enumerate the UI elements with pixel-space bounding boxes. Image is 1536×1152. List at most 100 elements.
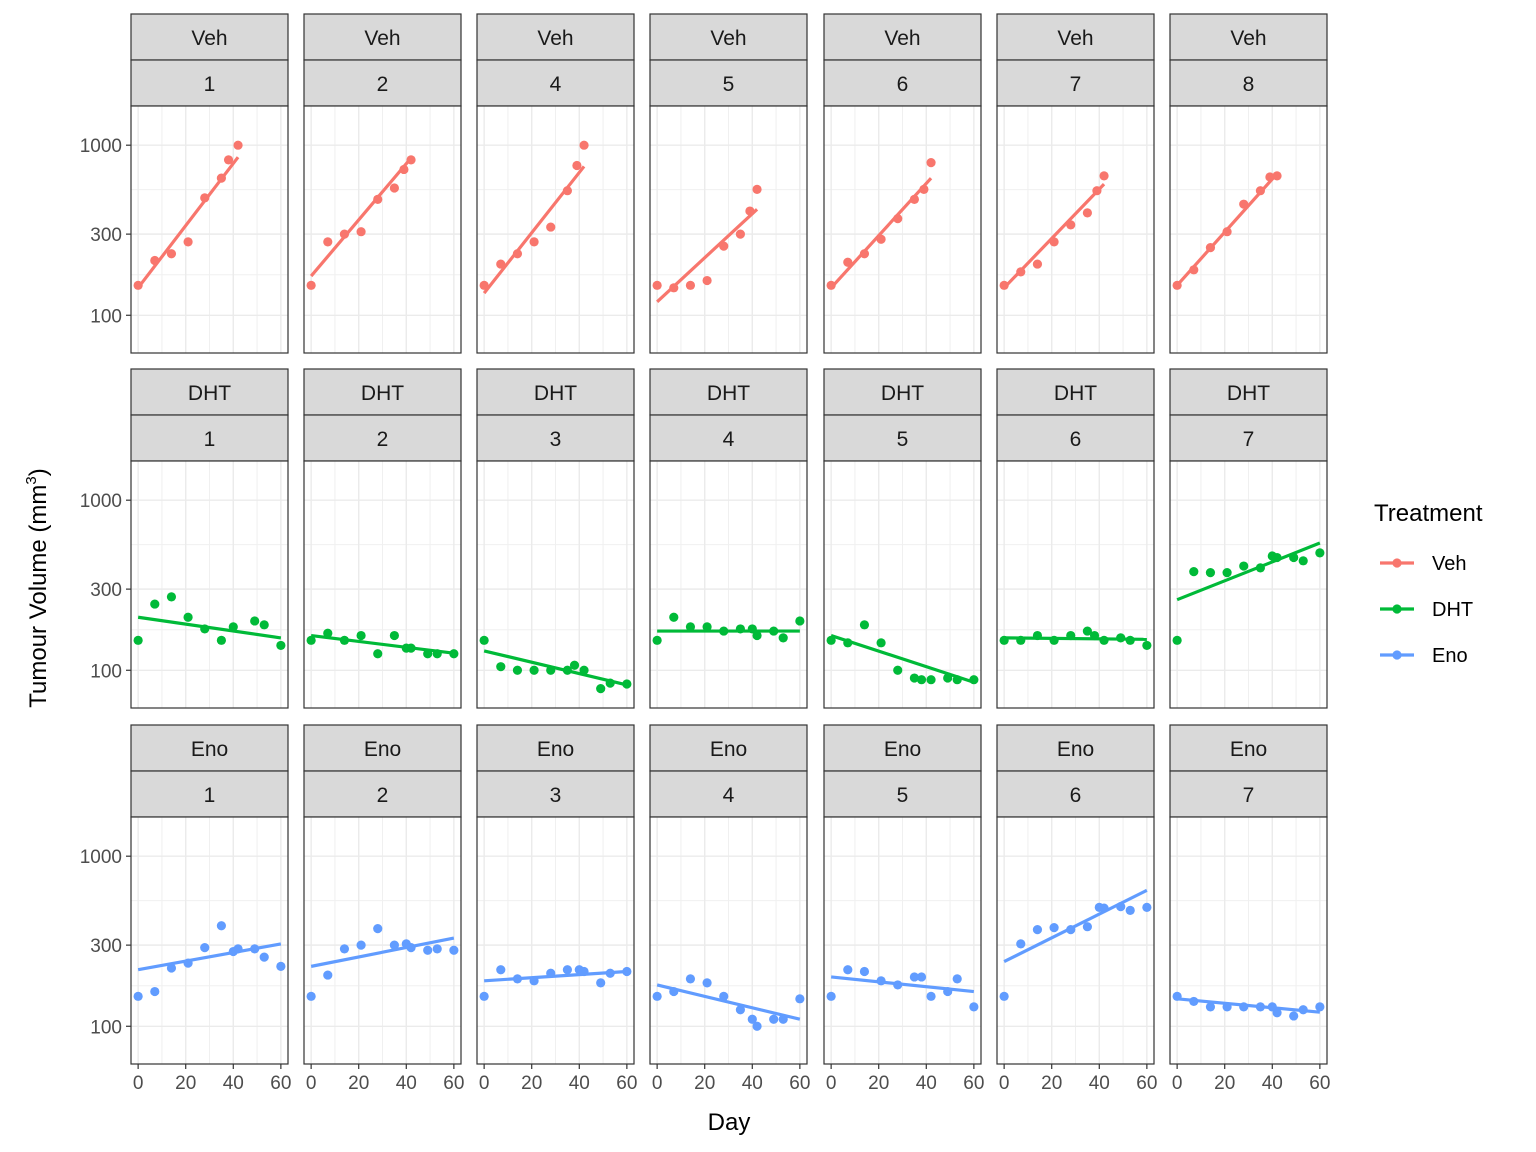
data-point	[423, 649, 433, 659]
data-point	[1298, 556, 1308, 566]
panel-border	[1169, 816, 1328, 1065]
x-tick-label: 20	[521, 1073, 542, 1094]
facet-strip-treatment-label: Veh	[710, 27, 746, 50]
data-point	[719, 991, 729, 1001]
data-point	[406, 155, 416, 165]
data-point	[999, 635, 1009, 645]
data-point	[752, 184, 762, 194]
data-point	[1016, 939, 1026, 949]
data-point	[943, 986, 953, 997]
x-axes: 0 20 40 60 0 20 40 60 0 20 40 60 0 20 40 60 0 20 40 60 0 20 40…	[133, 1064, 1330, 1094]
data-point	[1049, 635, 1059, 645]
data-point	[916, 675, 927, 685]
facet-strip	[996, 770, 1155, 818]
data-point	[399, 164, 409, 175]
facet-panel-veh-1: Veh 1	[130, 13, 289, 354]
data-point	[389, 183, 399, 193]
data-point	[826, 635, 836, 645]
data-point	[223, 155, 234, 165]
data-point	[1255, 186, 1265, 196]
facet-strip-id-label: 6	[1070, 784, 1082, 807]
data-point	[702, 978, 712, 988]
facet-panel-veh-5: Veh 5	[649, 13, 808, 354]
facet-strip-id-label: 7	[1243, 784, 1255, 807]
facet-strip-id-label: 1	[204, 73, 216, 96]
data-point	[183, 612, 193, 622]
trend-line	[309, 157, 413, 278]
x-tick-label: 0	[999, 1073, 1010, 1094]
data-point	[1172, 635, 1182, 645]
data-point	[1315, 548, 1325, 558]
facet-strip-treatment-label: Eno	[884, 738, 921, 761]
y-tick-label: 1000	[80, 136, 122, 157]
y-axis-title-prefix: Tumour Volume (	[25, 525, 52, 708]
data-point	[685, 974, 696, 984]
data-point	[652, 635, 662, 645]
data-point	[926, 991, 936, 1001]
x-tick-label: 60	[963, 1073, 984, 1094]
facet-strip-id-label: 4	[723, 784, 735, 807]
facet-strip	[823, 59, 982, 107]
data-point	[919, 184, 929, 194]
y-tick-label: 100	[90, 661, 122, 682]
data-point	[1125, 635, 1135, 645]
legend: Treatment Veh DHT Eno	[1374, 500, 1483, 667]
x-tick-label: 40	[916, 1073, 937, 1094]
panel-border	[476, 105, 635, 354]
facet-strip-id-label: 4	[550, 73, 562, 96]
data-point	[529, 237, 539, 247]
facet-strip-treatment-label: Veh	[884, 27, 920, 50]
facet-panel-eno-6: Eno 6	[996, 724, 1155, 1065]
data-point	[259, 620, 269, 630]
data-point	[479, 991, 489, 1001]
panel-border	[649, 105, 808, 354]
legend-entry-label: Eno	[1432, 645, 1468, 667]
data-point	[250, 616, 260, 626]
data-point	[546, 665, 556, 675]
facet-strip	[476, 59, 635, 107]
facet-strip-id-label: 2	[377, 784, 389, 807]
data-point	[150, 255, 160, 266]
facet-panel-dht-7: DHT 7	[1169, 368, 1328, 709]
panel-border	[649, 816, 808, 1065]
data-point	[306, 635, 316, 645]
data-point	[546, 222, 556, 232]
data-point	[1142, 902, 1152, 912]
data-point	[579, 140, 589, 150]
data-point	[969, 675, 979, 685]
facet-strip	[823, 770, 982, 818]
x-tick-label: 40	[223, 1073, 244, 1094]
trend-line	[137, 615, 282, 640]
data-point	[1142, 640, 1152, 651]
data-point	[999, 991, 1009, 1001]
data-point	[769, 1014, 779, 1024]
data-point	[1066, 220, 1076, 230]
data-point	[1116, 633, 1126, 643]
data-point	[216, 635, 226, 645]
data-point	[1289, 1011, 1299, 1021]
data-point	[747, 624, 757, 634]
data-point	[512, 665, 523, 675]
trend-line	[1176, 997, 1321, 1014]
data-point	[1315, 1002, 1325, 1012]
data-point	[356, 630, 366, 641]
facet-strip	[303, 59, 462, 107]
legend-entry-label: DHT	[1432, 599, 1473, 621]
facet-strip	[130, 770, 289, 818]
data-point	[276, 640, 286, 651]
panel-border	[476, 816, 635, 1065]
data-point	[389, 940, 399, 950]
legend-key-point	[1392, 558, 1402, 568]
facet-panel-veh-2: Veh 2	[303, 13, 462, 354]
data-point	[1099, 171, 1109, 181]
data-point	[479, 635, 489, 645]
panel-border	[1169, 105, 1328, 354]
data-point	[1016, 635, 1026, 645]
x-tick-label: 60	[616, 1073, 637, 1094]
data-point	[579, 665, 589, 675]
x-tick-label: 60	[789, 1073, 810, 1094]
data-point	[669, 612, 679, 622]
data-point	[596, 684, 606, 694]
trend-line	[484, 969, 627, 983]
x-tick-label: 40	[1262, 1073, 1283, 1094]
